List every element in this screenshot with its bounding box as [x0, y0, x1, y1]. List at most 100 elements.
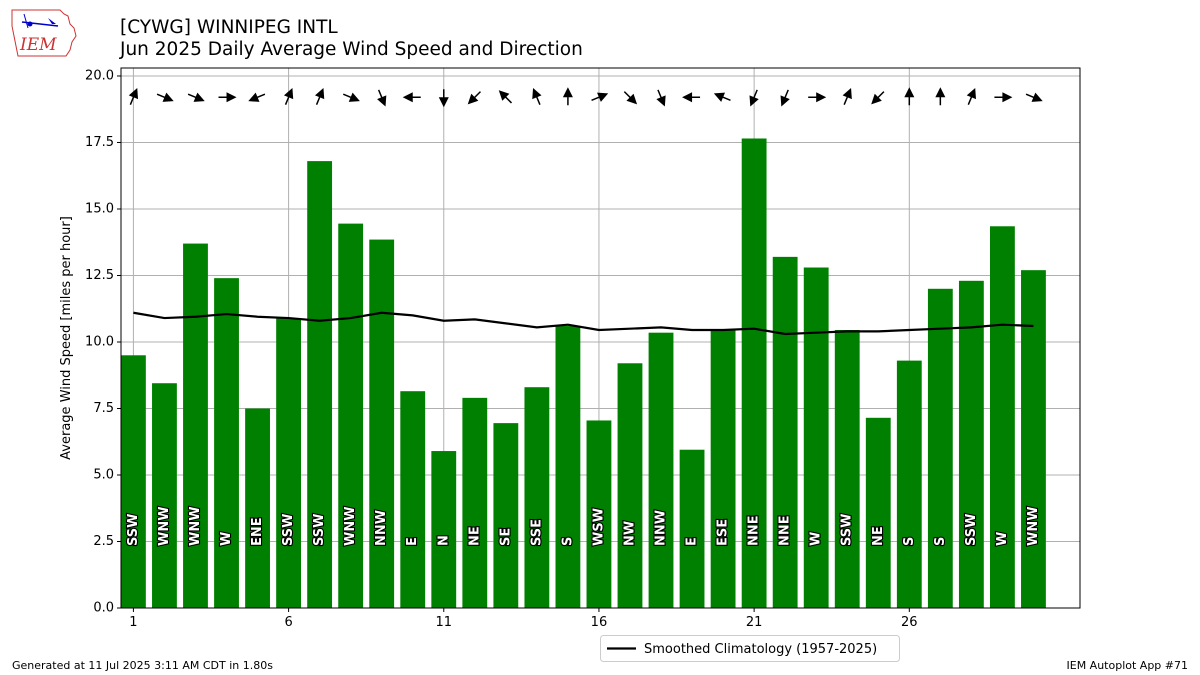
axes: 0.02.55.07.510.012.515.017.520.01 6 11 16 21… — [85, 67, 1081, 630]
arrow-head — [966, 88, 976, 100]
wind-arrow-day-2 — [156, 92, 174, 102]
wind-arrow-day-30 — [1025, 92, 1043, 102]
direction-label: NW — [622, 521, 637, 546]
climatology-line — [133, 311, 1034, 336]
bar-day-19 — [679, 449, 705, 608]
arrow-head — [626, 93, 638, 105]
bars — [121, 138, 1046, 608]
wind-barb-icon — [48, 18, 56, 24]
legend: Smoothed Climatology (1957-2025) — [600, 635, 900, 662]
arrow-head — [467, 93, 479, 105]
bar-day-18 — [648, 332, 674, 608]
direction-label: E — [405, 537, 420, 546]
wind-arrow-day-22 — [780, 89, 790, 107]
arrow-head — [562, 87, 573, 98]
arrow-head — [1002, 92, 1013, 103]
wind-arrow-day-16 — [591, 92, 609, 102]
arrow-head — [842, 88, 852, 100]
arrow-head — [348, 92, 360, 102]
wind-arrow-day-4 — [218, 92, 237, 103]
wind-arrow-day-14 — [532, 88, 542, 105]
direction-label: SSW — [126, 514, 141, 546]
direction-label: NE — [871, 526, 886, 546]
y-tick-label: 10.0 — [85, 334, 114, 349]
arrow-head — [193, 92, 205, 102]
x-tick-label: 11 — [435, 615, 452, 630]
x-tick-label: 1 — [129, 615, 137, 630]
wind-arrow-day-1 — [128, 88, 139, 105]
x-tick-label: 26 — [901, 615, 918, 630]
direction-label: SSW — [312, 514, 327, 546]
arrow-head — [248, 92, 260, 102]
wind-arrow-day-12 — [467, 91, 481, 105]
plot-frame — [120, 67, 1081, 609]
wind-arrow-day-6 — [283, 88, 294, 105]
arrow-head — [816, 92, 827, 103]
bar-day-27 — [927, 288, 953, 608]
bar-day-25 — [865, 417, 891, 608]
chart-title: [CYWG] WINNIPEG INTL Jun 2025 Daily Aver… — [120, 17, 583, 61]
arrow-head — [749, 95, 759, 107]
direction-label: WNW — [157, 506, 172, 546]
wind-arrow-day-23 — [808, 92, 827, 103]
climatology-series — [133, 311, 1034, 336]
bar-day-13 — [493, 423, 519, 608]
bar-day-30 — [1021, 270, 1046, 608]
arrow-head — [283, 88, 294, 100]
direction-label: W — [809, 532, 824, 546]
x-tick-label: 6 — [284, 615, 292, 630]
bar-day-26 — [896, 360, 922, 608]
y-tick-label: 5.0 — [93, 467, 114, 482]
y-axis-label: Average Wind Speed [miles per hour] — [59, 216, 74, 460]
arrow-head — [1031, 92, 1043, 102]
wind-arrow-day-8 — [342, 92, 360, 102]
bar-day-23 — [803, 267, 829, 608]
arrow-head — [682, 92, 693, 103]
bar-day-5 — [245, 408, 270, 608]
direction-label: WNW — [343, 506, 358, 546]
direction-label: N — [436, 535, 451, 546]
bar-day-1 — [121, 355, 146, 608]
title-station: [CYWG] WINNIPEG INTL — [120, 17, 338, 38]
iowa-outline-icon — [11, 9, 77, 57]
legend-box — [600, 635, 900, 662]
wind-arrow-day-28 — [966, 88, 976, 105]
wind-arrow-day-7 — [315, 88, 325, 105]
bar-day-14 — [524, 387, 550, 608]
bar-day-20 — [710, 330, 736, 608]
wind-arrow-day-13 — [498, 90, 513, 104]
bar-day-10 — [400, 391, 426, 608]
logo-text: IEM — [19, 35, 57, 55]
bar-day-24 — [834, 330, 860, 608]
arrow-head — [315, 88, 325, 100]
bar-day-28 — [958, 280, 984, 608]
wind-arrow-day-21 — [749, 89, 759, 107]
wind-arrows — [128, 87, 1043, 108]
iem-logo: IEM — [11, 9, 77, 57]
wind-arrow-day-5 — [248, 92, 266, 102]
direction-label: W — [219, 532, 234, 546]
x-tick-label: 21 — [746, 615, 763, 630]
direction-label: SSW — [281, 514, 296, 546]
wind-arrow-day-24 — [842, 88, 852, 105]
wind-arrow-day-27 — [935, 87, 946, 106]
arrow-head — [713, 92, 726, 102]
y-tick-label: 0.0 — [93, 601, 114, 616]
direction-label: NNE — [778, 515, 793, 546]
arrow-head — [226, 92, 237, 103]
arrow-head — [402, 92, 413, 103]
bar-day-29 — [989, 226, 1015, 608]
direction-label: SE — [498, 528, 513, 546]
direction-label: SSW — [964, 514, 979, 546]
arrow-head — [656, 95, 666, 107]
wind-arrow-day-20 — [713, 92, 731, 102]
wind-arrow-day-26 — [904, 87, 915, 106]
legend-label: Smoothed Climatology (1957-2025) — [644, 642, 877, 657]
bar-day-7 — [307, 161, 333, 608]
wind-arrow-day-18 — [656, 89, 666, 107]
arrow-head — [597, 92, 609, 102]
direction-label: WSW — [591, 508, 606, 546]
direction-label: NE — [467, 526, 482, 546]
y-tick-label: 15.0 — [85, 201, 114, 216]
bar-day-4 — [214, 278, 239, 608]
